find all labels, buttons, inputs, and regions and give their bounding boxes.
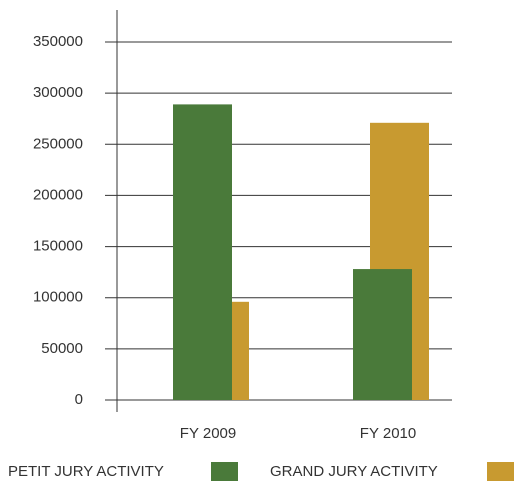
y-tick-label: 350000	[33, 33, 83, 50]
y-tick-label: 50000	[41, 340, 83, 357]
y-tick-label: 250000	[33, 135, 83, 152]
x-tick-label: FY 2009	[180, 425, 236, 442]
bar	[173, 104, 232, 400]
legend-swatch	[211, 462, 238, 481]
y-tick-label: 100000	[33, 289, 83, 306]
y-tick-label: 150000	[33, 238, 83, 255]
y-tick-label: 300000	[33, 84, 83, 101]
legend-swatch	[487, 462, 514, 481]
x-tick-label: FY 2010	[360, 425, 416, 442]
y-tick-label: 200000	[33, 186, 83, 203]
legend-label: GRAND JURY ACTIVITY	[270, 463, 438, 480]
y-tick-label: 0	[75, 391, 83, 408]
legend-label: PETIT JURY ACTIVITY	[8, 463, 164, 480]
bar	[353, 269, 412, 400]
